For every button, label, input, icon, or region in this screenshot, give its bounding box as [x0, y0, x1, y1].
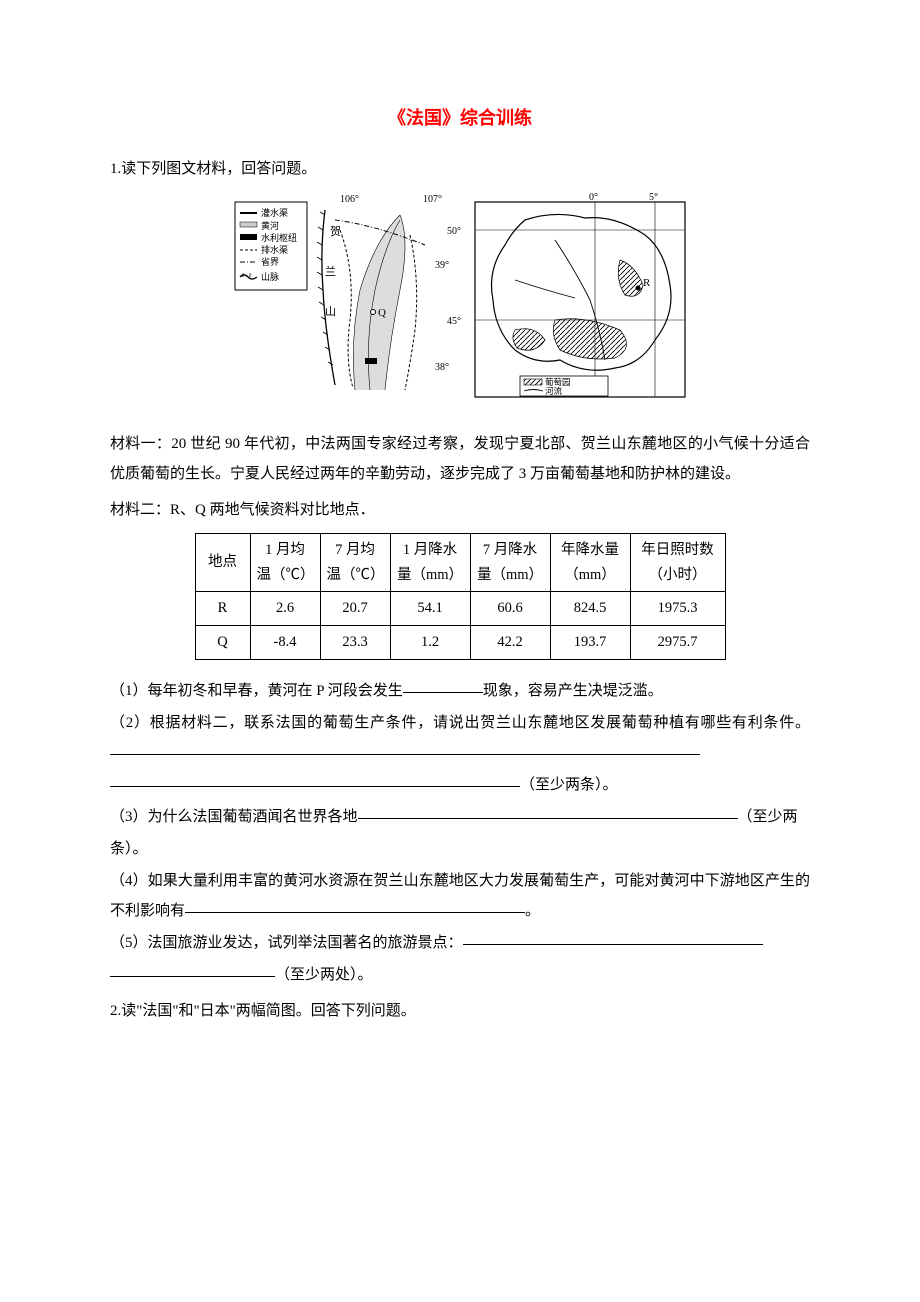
q2-intro: 2.读"法国"和"日本"两幅简图。回答下列问题。: [110, 996, 810, 1026]
blank[interactable]: [110, 962, 275, 977]
cell: 824.5: [550, 592, 630, 626]
th-location: 地点: [195, 534, 250, 592]
legend-item: 省界: [261, 256, 279, 267]
sub-q4: （4）如果大量利用丰富的黄河水资源在贺兰山东麓地区大力发展葡萄生产，可能对黄河中…: [110, 866, 810, 926]
lon-label: 5°: [649, 192, 658, 203]
legend-item: 排水渠: [261, 244, 288, 255]
lon-label: 0°: [589, 192, 598, 203]
lon-label: 107°: [423, 194, 442, 205]
blank[interactable]: [403, 678, 483, 693]
sub-q2: （2）根据材料二，联系法国的葡萄生产条件，请说出贺兰山东麓地区发展葡萄种植有哪些…: [110, 708, 810, 800]
s1-text-b: 现象，容易产生决堤泛滥。: [483, 683, 663, 699]
cell: 60.6: [470, 592, 550, 626]
legend-river: 河流: [545, 386, 563, 396]
blank[interactable]: [110, 740, 700, 755]
place-label: 山: [325, 305, 336, 318]
th-annual-rain: 年降水量（mm）: [550, 534, 630, 592]
s5-hint: （至少两处）。: [275, 967, 373, 983]
legend-item: 山脉: [261, 271, 279, 282]
left-map: 灌水渠 黄河 水利枢纽 排水渠 省界 山脉 106° 107° 39° 38°: [235, 194, 449, 390]
cell: Q: [195, 625, 250, 659]
cell: 23.3: [320, 625, 390, 659]
cell: 42.2: [470, 625, 550, 659]
legend-item: 灌水渠: [261, 207, 288, 218]
cell: R: [195, 592, 250, 626]
cell: -8.4: [250, 625, 320, 659]
blank[interactable]: [358, 804, 738, 819]
place-label: 贺: [330, 225, 341, 238]
cell: 54.1: [390, 592, 470, 626]
s2-hint: （至少两条）。: [520, 777, 618, 793]
r-point-label: R: [643, 277, 651, 289]
s1-text-a: （1）每年初冬和早春，黄河在 P 河段会发生: [110, 683, 403, 699]
maps-svg: 灌水渠 黄河 水利枢纽 排水渠 省界 山脉 106° 107° 39° 38°: [225, 190, 695, 408]
sub-q1: （1）每年初冬和早春，黄河在 P 河段会发生 现象，容易产生决堤泛滥。: [110, 676, 810, 706]
s4-tail: 。: [525, 903, 540, 919]
lon-label: 106°: [340, 194, 359, 205]
legend-item: 水利枢纽: [261, 232, 297, 243]
s3-hint-a: （至少两: [738, 809, 798, 825]
climate-table: 地点 1 月均温（℃） 7 月均温（℃） 1 月降水量（mm） 7 月降水量（m…: [195, 533, 726, 660]
s3-text-a: （3）为什么法国葡萄酒闻名世界各地: [110, 809, 358, 825]
sub-q5: （5）法国旅游业发达，试列举法国著名的旅游景点： （至少两处）。: [110, 928, 810, 990]
table-row: R 2.6 20.7 54.1 60.6 824.5 1975.3: [195, 592, 725, 626]
place-label: 兰: [325, 265, 336, 278]
q-point-label: Q: [378, 307, 386, 319]
lat-label: 50°: [447, 226, 461, 237]
q1-intro: 1.读下列图文材料，回答问题。: [110, 154, 810, 184]
material-1: 材料一：20 世纪 90 年代初，中法两国专家经过考察，发现宁夏北部、贺兰山东麓…: [110, 429, 810, 489]
th-sunshine: 年日照时数（小时）: [630, 534, 725, 592]
s3-hint-b: 条）。: [110, 834, 810, 864]
title-text: 《法国》综合训练: [388, 108, 532, 128]
page-title: 《法国》综合训练: [110, 100, 810, 136]
s5-text-a: （5）法国旅游业发达，试列举法国著名的旅游景点：: [110, 935, 463, 951]
material-2-intro: 材料二：R、Q 两地气候资料对比地点．: [110, 495, 810, 525]
right-map: 0° 5° 50° 45° R 葡萄园: [447, 192, 685, 397]
legend-item: 黄河: [261, 220, 279, 231]
table-row: Q -8.4 23.3 1.2 42.2 193.7 2975.7: [195, 625, 725, 659]
th-jul-temp: 7 月均温（℃）: [320, 534, 390, 592]
blank[interactable]: [463, 930, 763, 945]
cell: 2975.7: [630, 625, 725, 659]
th-jan-temp: 1 月均温（℃）: [250, 534, 320, 592]
lat-label: 45°: [447, 316, 461, 327]
table-header-row: 地点 1 月均温（℃） 7 月均温（℃） 1 月降水量（mm） 7 月降水量（m…: [195, 534, 725, 592]
cell: 1.2: [390, 625, 470, 659]
sub-q3: （3）为什么法国葡萄酒闻名世界各地 （至少两 条）。: [110, 802, 810, 864]
th-jul-rain: 7 月降水量（mm）: [470, 534, 550, 592]
lat-label: 39°: [435, 260, 449, 271]
cell: 193.7: [550, 625, 630, 659]
cell: 1975.3: [630, 592, 725, 626]
th-jan-rain: 1 月降水量（mm）: [390, 534, 470, 592]
blank[interactable]: [185, 898, 525, 913]
cell: 2.6: [250, 592, 320, 626]
blank[interactable]: [110, 772, 520, 787]
s2-text-a: （2）根据材料二，联系法国的葡萄生产条件，请说出贺兰山东麓地区发展葡萄种植有哪些…: [110, 715, 810, 731]
figure-container: 灌水渠 黄河 水利枢纽 排水渠 省界 山脉 106° 107° 39° 38°: [110, 190, 810, 419]
lat-label: 38°: [435, 362, 449, 373]
cell: 20.7: [320, 592, 390, 626]
